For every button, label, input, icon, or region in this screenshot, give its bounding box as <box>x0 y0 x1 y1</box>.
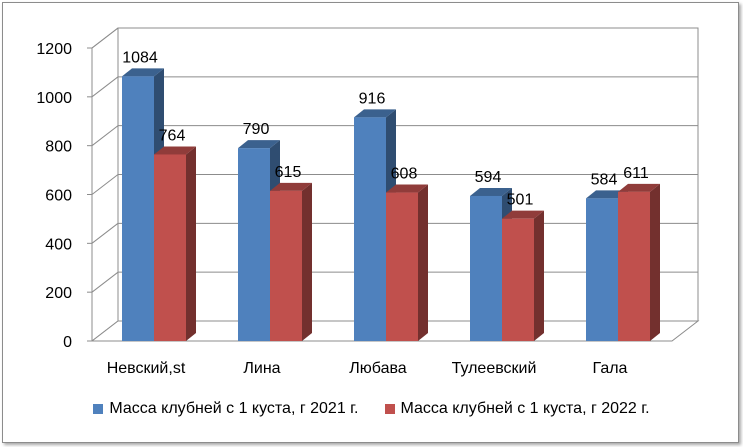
bar-top <box>354 109 396 118</box>
legend-swatch-2022 <box>384 404 395 414</box>
side-wall-top <box>91 27 119 49</box>
bar-side <box>650 183 660 341</box>
data-label: 594 <box>475 169 502 186</box>
data-label: 608 <box>391 166 418 183</box>
y-tick-label: 0 <box>63 334 72 351</box>
y-tick-label: 1000 <box>36 90 72 107</box>
data-label: 615 <box>275 164 302 181</box>
bar-top <box>270 182 312 191</box>
bar <box>386 192 418 341</box>
bar <box>122 76 154 341</box>
bar-top <box>122 68 164 77</box>
chart-legend: Масса клубней с 1 куста, г 2021 г. Масса… <box>0 400 743 418</box>
x-tick-label: Тулеевский <box>452 360 537 377</box>
x-tick-label: Гала <box>593 360 628 377</box>
bar-side <box>534 210 544 341</box>
bar-top <box>238 140 280 149</box>
y-tick-label: 1200 <box>36 41 72 58</box>
bar <box>238 148 270 341</box>
y-tick-label: 200 <box>45 285 72 302</box>
bar-top <box>154 146 196 155</box>
data-label: 584 <box>591 171 618 188</box>
y-tick-label: 400 <box>45 236 72 253</box>
x-tick-label: Невский,st <box>107 360 186 377</box>
legend-item-2022: Масса клубней с 1 куста, г 2022 г. <box>384 400 650 418</box>
side-wall-gridline <box>91 125 119 147</box>
bar <box>502 218 534 341</box>
bar-side <box>418 184 428 341</box>
y-tick-label: 600 <box>45 188 72 205</box>
x-tick-label: Любава <box>349 360 407 377</box>
bar-top <box>386 184 428 193</box>
y-tick-label: 800 <box>45 139 72 156</box>
bar-top <box>502 210 544 219</box>
bar-side <box>186 146 196 341</box>
side-wall-gridline <box>91 76 119 98</box>
data-label: 764 <box>159 127 186 144</box>
bar-top <box>618 183 660 192</box>
x-tick-label: Лина <box>243 360 280 377</box>
data-label: 1084 <box>122 49 158 66</box>
bar <box>354 117 386 342</box>
side-wall-gridline <box>91 174 119 195</box>
bar-top <box>470 187 512 196</box>
side-wall-gridline <box>91 271 119 293</box>
bar <box>618 191 650 341</box>
bar-top <box>586 190 628 199</box>
data-label: 611 <box>623 165 649 182</box>
bar <box>270 190 302 341</box>
bar <box>586 198 618 341</box>
legend-swatch-2021 <box>93 404 104 414</box>
legend-label-2021: Масса клубней с 1 куста, г 2021 г. <box>109 400 359 417</box>
bar <box>154 154 186 341</box>
bar-side <box>302 182 312 341</box>
data-label: 916 <box>359 90 386 107</box>
chart-canvas: 0 200 400 600 800 1000 1200 1084 764 Невский,st 79… <box>36 27 700 377</box>
side-wall-gridline <box>91 222 119 244</box>
legend-label-2022: Масса клубней с 1 куста, г 2022 г. <box>400 400 650 417</box>
data-label: 501 <box>507 192 534 209</box>
data-label: 790 <box>243 121 270 138</box>
bar <box>470 195 502 341</box>
legend-item-2021: Масса клубней с 1 куста, г 2021 г. <box>93 400 359 418</box>
